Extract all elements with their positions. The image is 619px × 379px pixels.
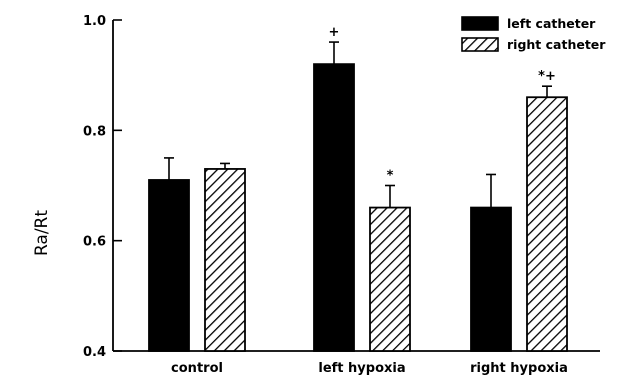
legend-swatch [461,37,499,52]
bar [470,206,512,352]
y-tick-label: 0.6 [83,235,106,250]
y-tick-label: 0.4 [83,345,106,360]
y-axis-label: Ra/Rt [32,210,52,256]
category-label: control [171,361,223,376]
bar [369,206,411,352]
plot-area: 0.4 0.6 0.8 1.0 control left hypoxia + * right h… [83,14,600,376]
y-tick-label: 0.8 [83,124,106,139]
legend-swatch [461,16,499,31]
significance-marker: + [329,25,340,40]
y-tick-label: 1.0 [83,14,106,29]
legend: left catheter right catheter [461,16,606,52]
bar [204,168,246,352]
bar [313,63,355,352]
legend-label: right catheter [507,37,606,52]
category-label: left hypoxia [318,361,405,376]
significance-marker: *+ [538,69,556,84]
legend-label: left catheter [507,16,596,31]
bar [526,96,568,352]
category-label: right hypoxia [470,361,568,376]
significance-marker: * [387,169,394,184]
bar [148,179,190,352]
